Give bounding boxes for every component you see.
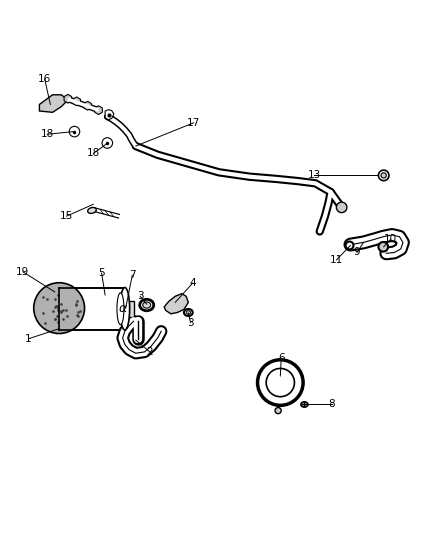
Text: 17: 17 xyxy=(187,118,200,128)
Text: 7: 7 xyxy=(129,270,136,280)
Circle shape xyxy=(378,170,389,181)
Ellipse shape xyxy=(301,402,308,407)
Text: 2: 2 xyxy=(146,347,153,357)
Circle shape xyxy=(266,368,294,397)
Circle shape xyxy=(336,202,347,213)
Text: α: α xyxy=(119,302,127,315)
Polygon shape xyxy=(39,95,68,112)
Polygon shape xyxy=(84,101,92,110)
Text: 9: 9 xyxy=(353,247,360,257)
Text: 1: 1 xyxy=(25,334,32,344)
Circle shape xyxy=(381,173,386,178)
Ellipse shape xyxy=(120,287,130,330)
Ellipse shape xyxy=(346,241,353,249)
Circle shape xyxy=(34,282,85,334)
Polygon shape xyxy=(105,110,114,120)
Ellipse shape xyxy=(117,293,124,325)
Polygon shape xyxy=(95,106,102,115)
Bar xyxy=(125,301,134,317)
Text: 11: 11 xyxy=(330,255,343,265)
Text: 13: 13 xyxy=(308,171,321,180)
Text: 16: 16 xyxy=(38,74,51,84)
Text: 8: 8 xyxy=(328,399,336,409)
Polygon shape xyxy=(164,294,188,314)
Circle shape xyxy=(102,138,113,148)
Text: 4: 4 xyxy=(189,278,196,288)
Polygon shape xyxy=(64,94,72,103)
Text: 3: 3 xyxy=(137,291,144,301)
Text: 5: 5 xyxy=(98,268,105,278)
Text: 19: 19 xyxy=(16,266,29,277)
Ellipse shape xyxy=(186,311,191,314)
Ellipse shape xyxy=(88,207,96,213)
Ellipse shape xyxy=(378,242,388,252)
Text: 10: 10 xyxy=(384,235,397,244)
Text: 18: 18 xyxy=(41,129,54,139)
Ellipse shape xyxy=(140,300,154,311)
FancyBboxPatch shape xyxy=(59,287,125,330)
Text: 6: 6 xyxy=(278,353,285,364)
Circle shape xyxy=(275,408,281,414)
Ellipse shape xyxy=(143,302,151,308)
Polygon shape xyxy=(73,97,81,106)
Circle shape xyxy=(258,360,303,405)
Text: 15: 15 xyxy=(60,211,73,221)
Ellipse shape xyxy=(184,309,193,316)
Circle shape xyxy=(69,126,80,137)
Text: 18: 18 xyxy=(87,149,100,158)
Text: 3: 3 xyxy=(187,318,194,328)
